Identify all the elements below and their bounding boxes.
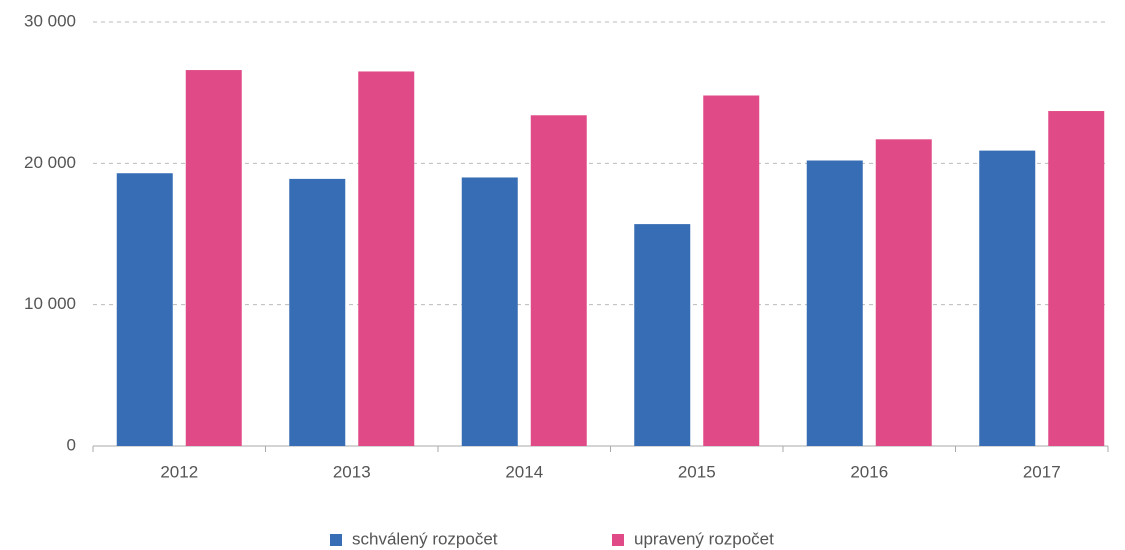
x-tick-label: 2017	[1023, 462, 1061, 481]
bar	[358, 71, 415, 446]
bar	[979, 150, 1036, 446]
x-tick-label: 2016	[850, 462, 888, 481]
y-tick-label: 20 000	[24, 153, 76, 172]
bar	[530, 115, 587, 446]
bar	[703, 95, 760, 446]
y-tick-label: 30 000	[24, 11, 76, 30]
x-tick-label: 2014	[505, 462, 543, 481]
y-tick-label: 10 000	[24, 294, 76, 313]
legend-label: upravený rozpočet	[634, 529, 774, 548]
bar	[185, 70, 242, 446]
legend-swatch	[612, 534, 624, 546]
bar	[634, 224, 691, 446]
bar	[461, 177, 518, 446]
bar	[116, 173, 173, 446]
legend-swatch	[330, 534, 342, 546]
bar	[1048, 111, 1105, 446]
x-tick-label: 2015	[678, 462, 716, 481]
bar	[289, 178, 346, 446]
bar	[875, 139, 932, 446]
legend-label: schválený rozpočet	[352, 529, 498, 548]
y-tick-label: 0	[67, 435, 76, 454]
x-tick-label: 2012	[160, 462, 198, 481]
x-tick-label: 2013	[333, 462, 371, 481]
bar	[806, 160, 863, 447]
